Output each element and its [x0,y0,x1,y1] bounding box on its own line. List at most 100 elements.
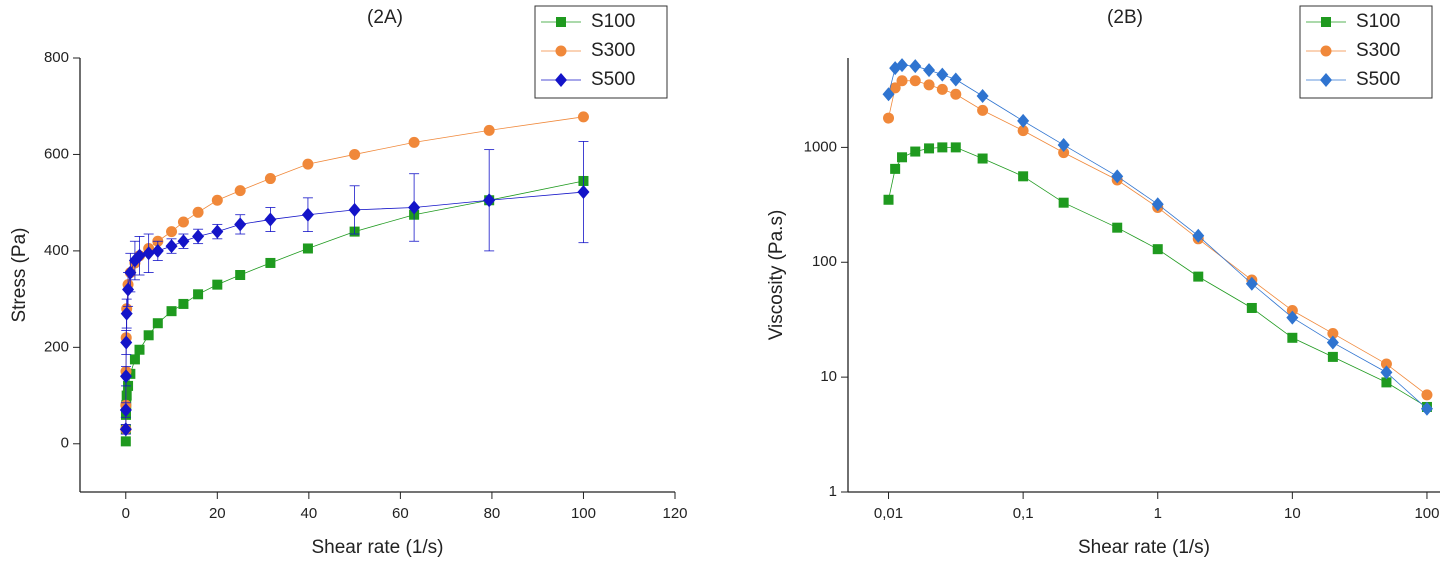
marker [212,279,223,290]
marker [301,207,314,222]
legend-label: S300 [1356,40,1400,61]
marker [302,243,313,254]
marker [1192,228,1205,243]
marker [122,282,135,297]
x-tick-label: 0,1 [1013,505,1034,522]
series [120,111,589,435]
series-line [888,64,1428,410]
marker [977,104,989,116]
marker [1420,401,1433,416]
marker [1193,271,1204,282]
marker [121,390,132,401]
marker [142,246,155,261]
marker [129,354,140,365]
marker [936,67,949,82]
marker [128,253,141,268]
marker [192,206,204,218]
x-axis-label: Shear rate (1/s) [312,537,444,558]
marker [165,239,178,254]
marker [909,75,921,87]
series-line [125,116,584,430]
marker [1380,365,1393,380]
marker [143,330,154,341]
marker [949,72,962,87]
marker [577,111,589,123]
marker [133,248,146,263]
marker [119,422,132,437]
series-line [888,80,1428,396]
marker [1321,17,1331,27]
marker [882,87,895,102]
marker [1421,389,1433,401]
marker [120,436,131,447]
marker [235,270,246,280]
marker [264,212,277,227]
marker [264,173,276,185]
marker [408,136,420,148]
marker [349,148,361,160]
marker [193,289,204,300]
marker [1111,169,1124,184]
marker [166,306,177,317]
marker [897,152,908,163]
marker [909,59,922,74]
marker [1380,358,1392,370]
marker [124,265,137,280]
x-axis-label: Shear rate (1/s) [1078,537,1210,558]
marker [166,226,178,238]
marker [1017,113,1030,128]
x-tick-label: 40 [301,505,318,522]
y-tick-label: 200 [44,338,69,355]
marker [234,217,247,232]
marker [1112,222,1123,233]
marker [1327,327,1339,339]
marker [1246,302,1257,313]
marker [556,17,566,27]
marker [883,112,895,124]
x-tick-label: 80 [484,505,501,522]
marker [211,224,224,239]
marker [1151,197,1164,212]
y-axis-label: Viscosity (Pa.s) [766,210,787,341]
marker [1245,276,1258,291]
series-line [888,146,1428,408]
marker [1320,73,1332,87]
marker [151,243,164,258]
marker [1058,197,1069,208]
marker [348,202,361,217]
marker [1018,171,1029,182]
marker [192,229,205,244]
legend-label: S500 [591,69,635,90]
marker [1287,332,1298,343]
x-tick-label: 120 [662,505,687,522]
marker [555,45,567,57]
legend: S100 S300 S500 [1299,5,1433,99]
series [882,58,1433,416]
marker [1286,305,1298,317]
y-tick-label: 400 [44,242,69,259]
chart: (2B) Shear rate (1/s) Viscosity (Pa.s) 0,01… [766,5,1440,558]
marker [1381,377,1392,388]
marker [1057,137,1070,152]
marker [950,142,961,153]
x-tick-label: 10 [1284,505,1301,522]
marker [234,185,246,197]
marker [119,369,132,384]
marker [265,257,276,268]
marker [937,142,948,153]
legend: S100 S300 S500 [534,5,668,99]
y-tick-label: 0 [61,435,69,452]
series [883,142,1432,412]
y-tick-label: 600 [44,145,69,162]
x-tick-label: 100 [1414,505,1439,522]
x-tick-label: 0 [122,505,130,522]
marker [924,143,935,154]
marker [177,216,189,228]
marker [910,146,921,157]
marker [896,75,908,87]
marker [119,403,132,418]
marker [577,185,590,200]
marker [1320,45,1332,57]
legend-label: S500 [1356,69,1400,90]
legend-label: S100 [591,11,635,32]
